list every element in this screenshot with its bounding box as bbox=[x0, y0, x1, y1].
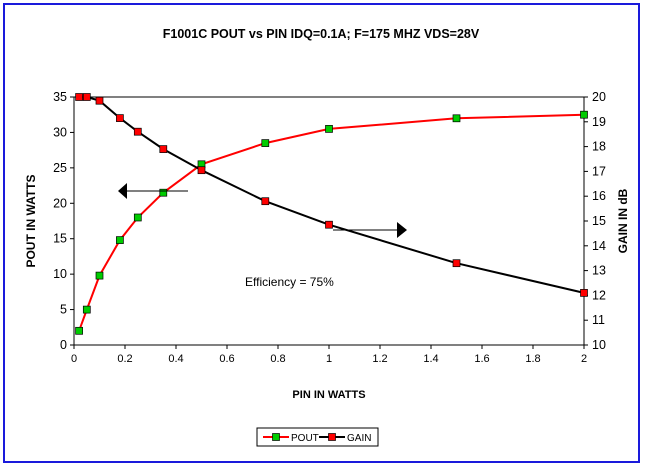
left-y-tick-label: 0 bbox=[60, 338, 67, 352]
left-y-tick-label: 25 bbox=[53, 161, 67, 175]
data-point-gain bbox=[580, 289, 588, 297]
data-point-gain bbox=[95, 96, 104, 105]
legend-label-gain: GAIN bbox=[347, 433, 371, 444]
left-y-tick-label: 15 bbox=[53, 232, 67, 246]
data-point-gain bbox=[159, 145, 168, 153]
data-point-pout bbox=[580, 110, 588, 119]
series-layer bbox=[75, 93, 588, 335]
right-y-tick-label: 14 bbox=[592, 239, 606, 253]
legend-label-pout: POUT bbox=[291, 433, 319, 444]
data-point-gain bbox=[133, 127, 142, 136]
chart-title: F1001C POUT vs PIN IDQ=0.1A; F=175 MHZ V… bbox=[163, 27, 480, 41]
data-point-gain bbox=[82, 93, 91, 101]
x-tick-label: 0.6 bbox=[219, 353, 234, 365]
right-y-tick-label: 20 bbox=[592, 90, 606, 104]
right-y-tick-label: 16 bbox=[592, 189, 606, 203]
left-y-tick-label: 20 bbox=[53, 196, 67, 210]
data-point-gain bbox=[197, 166, 206, 175]
data-point-gain bbox=[75, 93, 83, 101]
left-axis-arrow bbox=[118, 183, 188, 199]
data-point-pout bbox=[159, 188, 168, 197]
data-point-gain bbox=[116, 114, 124, 122]
left-y-axis-ticks: 0 5 10 15 20 25 30 35 bbox=[53, 90, 74, 352]
x-axis-label: PIN IN WATTS bbox=[292, 389, 365, 401]
data-point-pout bbox=[261, 139, 270, 147]
right-axis-arrow bbox=[333, 222, 407, 238]
data-point-pout bbox=[95, 271, 104, 280]
right-y-tick-label: 17 bbox=[592, 164, 606, 178]
data-point-pout bbox=[133, 213, 142, 222]
x-tick-label: 1.6 bbox=[474, 353, 489, 365]
data-point-pout bbox=[325, 125, 333, 133]
legend-item-gain: GAIN bbox=[319, 433, 371, 444]
x-tick-label: 1.2 bbox=[372, 353, 387, 365]
x-tick-label: 1.4 bbox=[423, 353, 438, 365]
data-point-pout bbox=[82, 305, 91, 314]
x-axis-ticks: 0 0.2 0.4 0.6 0.8 1 1.2 1.4 1.6 1.8 2 bbox=[71, 345, 587, 365]
efficiency-annotation: Efficiency = 75% bbox=[245, 275, 334, 289]
right-y-tick-label: 10 bbox=[592, 338, 606, 352]
right-y-tick-label: 13 bbox=[592, 264, 606, 278]
right-y-tick-label: 15 bbox=[592, 214, 606, 228]
legend-item-pout: POUT bbox=[263, 433, 319, 444]
x-tick-label: 1.8 bbox=[525, 353, 540, 365]
right-y-tick-label: 19 bbox=[592, 115, 606, 129]
left-y-axis-label: POUT IN WATTS bbox=[24, 174, 38, 267]
x-tick-label: 0 bbox=[71, 353, 77, 365]
x-tick-label: 0.8 bbox=[270, 353, 285, 365]
data-point-pout bbox=[75, 326, 83, 335]
data-point-pout bbox=[116, 236, 124, 244]
right-y-tick-label: 11 bbox=[592, 313, 605, 327]
left-y-tick-label: 5 bbox=[60, 303, 67, 317]
x-tick-label: 1 bbox=[326, 353, 332, 365]
data-point-gain bbox=[452, 259, 461, 268]
right-y-axis-label: GAIN IN dB bbox=[616, 188, 630, 253]
legend: POUT GAIN bbox=[256, 427, 379, 447]
data-point-gain bbox=[325, 220, 333, 229]
left-y-tick-label: 35 bbox=[53, 90, 67, 104]
right-y-tick-label: 18 bbox=[592, 140, 606, 154]
data-point-gain bbox=[261, 197, 270, 206]
right-y-tick-label: 12 bbox=[592, 288, 606, 302]
left-y-tick-label: 30 bbox=[53, 125, 67, 139]
x-tick-label: 0.4 bbox=[168, 353, 183, 365]
data-point-pout bbox=[452, 114, 461, 123]
left-y-tick-label: 10 bbox=[53, 267, 67, 281]
x-tick-label: 2 bbox=[581, 353, 587, 365]
right-y-axis-ticks: 10 11 12 13 14 15 16 17 18 19 20 bbox=[584, 90, 606, 352]
chart-frame: F1001C POUT vs PIN IDQ=0.1A; F=175 MHZ V… bbox=[3, 3, 640, 463]
x-tick-label: 0.2 bbox=[117, 353, 132, 365]
chart-svg: F1001C POUT vs PIN IDQ=0.1A; F=175 MHZ V… bbox=[24, 27, 630, 447]
